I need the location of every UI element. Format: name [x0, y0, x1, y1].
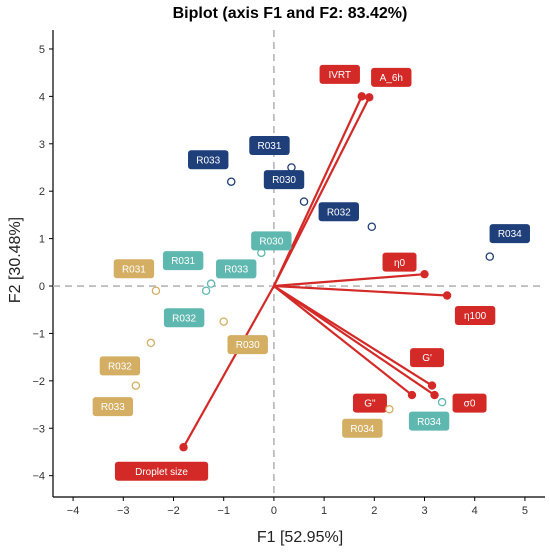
dark_blue-label-r031-box: [249, 135, 290, 155]
variables-label-a-6h-box: [371, 67, 412, 87]
dark_blue-point-r031: [287, 163, 296, 172]
y-tick-label: −3: [32, 423, 45, 435]
vector-end-ivrt: [357, 92, 366, 101]
vector-end-g: [427, 381, 437, 390]
plot-area: −4 −3 −2 −1 0 1 2 3 4 5 −4 −3 −2 −1 0 1 2 3 4 5 IVRT A_6h η0 η1…: [32, 30, 545, 517]
dark_blue-point-r032: [367, 222, 377, 232]
vector-g: [273, 285, 413, 396]
vector-end-100: [442, 291, 452, 300]
variables-label-g-text: G": [364, 399, 376, 410]
tan-point-r030: [219, 317, 228, 326]
teal-label-r032-text: R032: [172, 313, 196, 324]
dark_blue-label-r032-text: R032: [327, 207, 351, 218]
vector-end-a-6h: [365, 93, 374, 102]
y-tick-label: −4: [32, 471, 45, 483]
variables-label-0-box: [452, 393, 487, 413]
vector-ivrt: [272, 95, 363, 287]
tan-label-r033-box: [92, 397, 134, 417]
y-axis-title: F2 [30.48%]: [7, 217, 24, 303]
vector-end-g: [407, 390, 417, 400]
vector-end-0: [430, 390, 439, 400]
tan-label-r033-text: R033: [101, 402, 125, 413]
variables-label-droplet-size-box: [114, 461, 209, 481]
x-tick-label: −2: [167, 505, 180, 517]
teal-point-r031: [206, 279, 216, 288]
vector-end-0: [420, 269, 429, 279]
y-tick-label: 3: [39, 139, 45, 151]
variables-label-0-box: [382, 252, 417, 272]
dark_blue-point-r033: [226, 177, 236, 186]
x-tick-label: 0: [271, 505, 277, 517]
vector-0: [273, 285, 436, 396]
tan-label-r032-text: R032: [108, 362, 132, 373]
x-tick-label: 3: [421, 505, 427, 517]
teal-point-r034: [437, 397, 447, 407]
variables-label-100-text: η100: [464, 311, 487, 322]
x-tick-label: 4: [472, 505, 478, 517]
tan-point-r034: [385, 405, 394, 414]
dark_blue-label-r034-box: [489, 224, 530, 244]
x-tick-label: −4: [67, 505, 80, 517]
y-tick-label: 5: [39, 44, 45, 56]
y-tick-label: −1: [32, 328, 45, 340]
teal-label-r032-box: [163, 308, 205, 328]
y-tick-label: −2: [32, 376, 45, 388]
variables-label-a-6h-text: A_6h: [380, 73, 403, 84]
dark_blue-label-r034-text: R034: [498, 229, 522, 240]
variables-label-g-box: [352, 393, 387, 413]
dark_blue-point-r034: [485, 252, 495, 261]
teal-label-r034-box: [408, 411, 450, 431]
variables-label-g-box: [410, 348, 445, 368]
x-tick-label: 1: [321, 505, 327, 517]
tan-label-r034-text: R034: [350, 424, 374, 435]
teal-label-r030-box: [251, 231, 292, 251]
tan-point-r032: [146, 338, 156, 348]
y-tick-label: 0: [39, 281, 45, 293]
vector-end-droplet-size: [179, 443, 188, 452]
x-axis-title: F1 [52.95%]: [257, 529, 343, 546]
vector-100: [273, 284, 448, 297]
teal-label-r031-text: R031: [171, 256, 195, 267]
y-tick-label: 4: [39, 91, 45, 103]
teal-point-r032: [201, 286, 211, 296]
variables-label-100-box: [454, 306, 496, 326]
tan-label-r030-box: [227, 335, 268, 355]
variables-label-0-text: σ0: [464, 399, 476, 410]
vector-a-6h: [272, 96, 371, 287]
dark_blue-label-r033-box: [188, 150, 229, 170]
teal-label-r034-text: R034: [417, 417, 441, 428]
variables-label-droplet-size-text: Droplet size: [135, 467, 188, 478]
variables-label-g-text: G': [422, 353, 432, 364]
dark_blue-point-r030: [299, 197, 309, 206]
x-tick-label: −1: [217, 505, 230, 517]
x-tick-label: −3: [117, 505, 130, 517]
teal-label-r033-box: [216, 259, 257, 279]
dark_blue-label-r033-text: R033: [196, 155, 220, 166]
dark_blue-label-r032-box: [318, 202, 359, 222]
variables-label-0-text: η0: [394, 258, 406, 269]
y-tick-label: 2: [39, 186, 45, 198]
x-tick-label: 5: [522, 505, 528, 517]
tan-label-r034-box: [342, 418, 383, 438]
tan-label-r030-text: R030: [236, 340, 260, 351]
y-tick-label: 1: [39, 234, 45, 246]
variables-label-ivrt-box: [319, 64, 360, 84]
tan-point-r031: [151, 286, 161, 296]
vector-droplet-size: [182, 285, 275, 448]
chart-title: Biplot (axis F1 and F2: 83.42%): [173, 5, 408, 22]
teal-label-r033-text: R033: [224, 264, 248, 275]
tan-label-r031-text: R031: [122, 264, 146, 275]
variables-label-ivrt-text: IVRT: [328, 70, 351, 81]
tan-point-r033: [131, 381, 141, 390]
tan-label-r032-box: [99, 356, 141, 376]
teal-label-r030-text: R030: [259, 236, 283, 247]
vector-0: [273, 273, 425, 288]
dark_blue-label-r030-box: [263, 170, 305, 190]
tan-label-r031-box: [113, 259, 155, 279]
x-tick-label: 2: [371, 505, 377, 517]
dark_blue-label-r030-text: R030: [272, 175, 296, 186]
teal-label-r031-box: [162, 251, 204, 271]
dark_blue-label-r031-text: R031: [258, 141, 282, 152]
